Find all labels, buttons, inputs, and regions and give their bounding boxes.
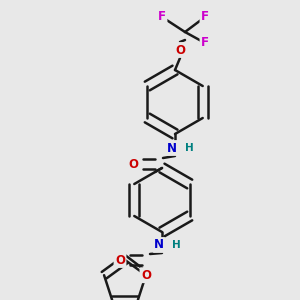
Text: F: F (201, 11, 209, 23)
Text: O: O (115, 254, 125, 266)
Text: F: F (158, 11, 166, 23)
Text: O: O (175, 44, 185, 56)
Text: H: H (184, 143, 194, 153)
Text: O: O (141, 269, 151, 282)
Text: O: O (128, 158, 138, 170)
Text: N: N (154, 238, 164, 251)
Text: H: H (172, 240, 180, 250)
Text: N: N (167, 142, 177, 154)
Text: F: F (201, 37, 209, 50)
